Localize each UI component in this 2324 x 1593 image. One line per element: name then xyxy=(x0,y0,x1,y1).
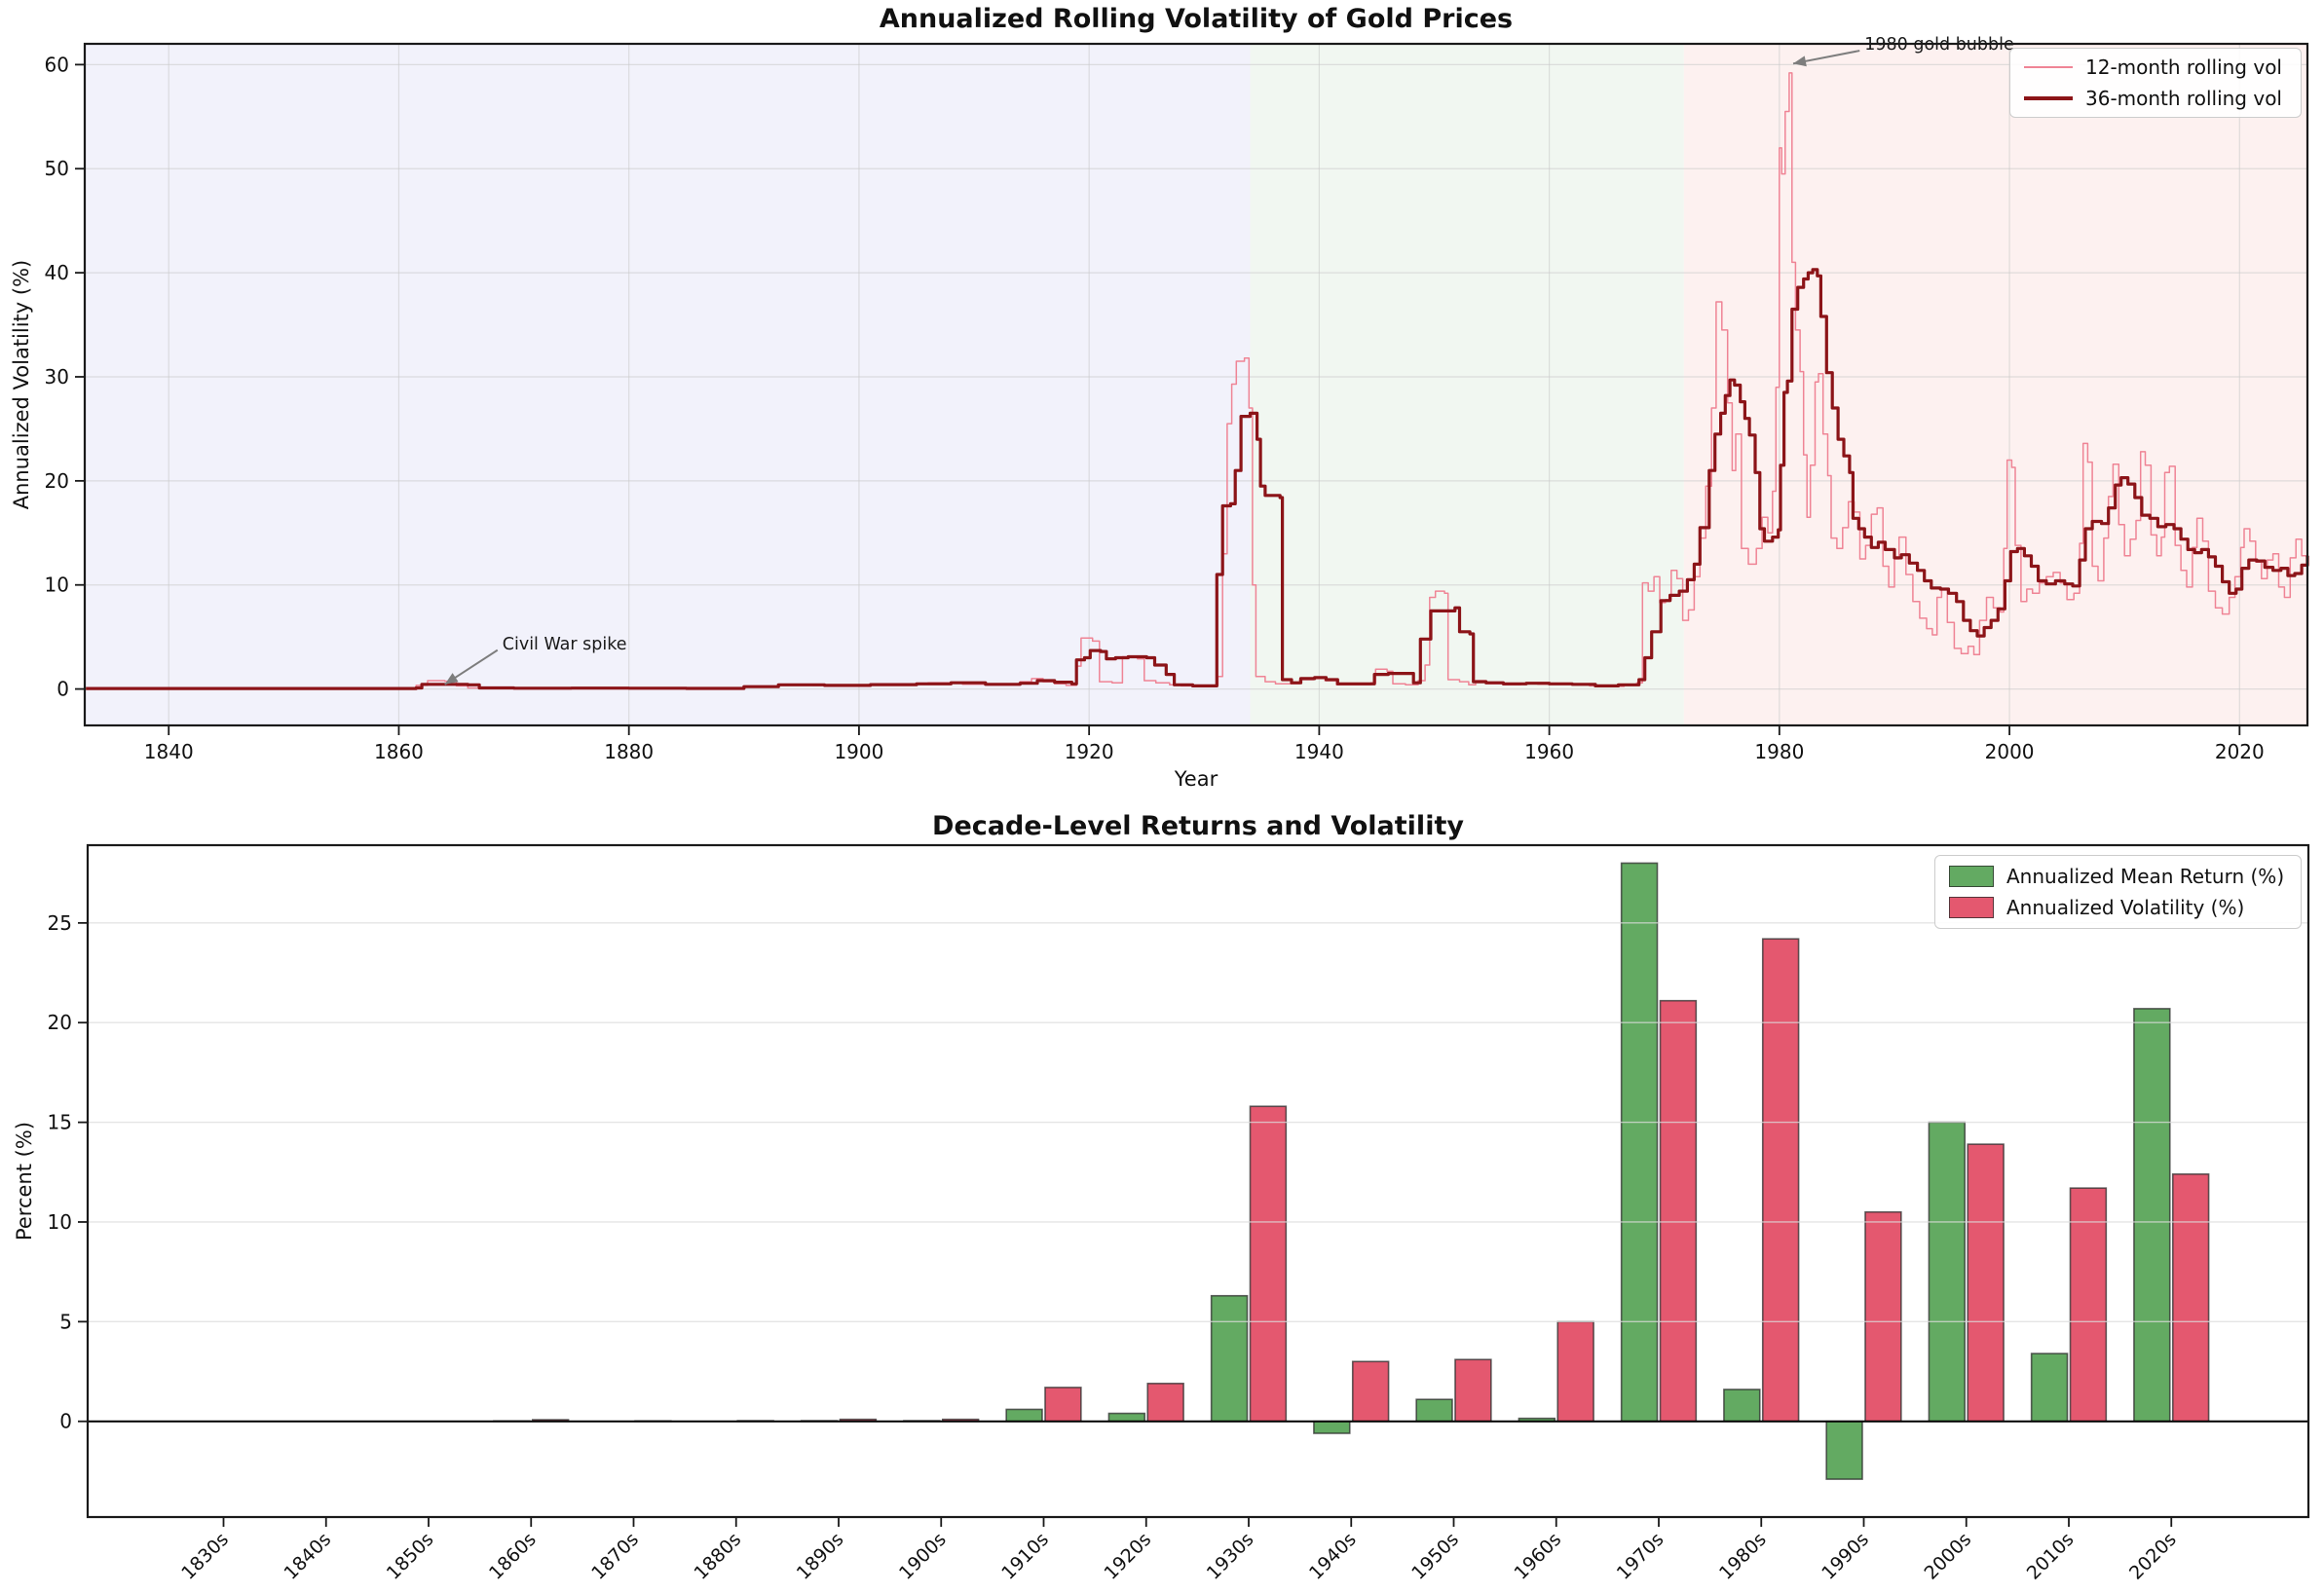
x-tick-label: 1960 xyxy=(1524,740,1574,763)
x-tick-label: 1920s xyxy=(1101,1529,1156,1584)
bar-volatility-1940s xyxy=(1351,1360,1390,1423)
y-tick-label: 0 xyxy=(56,678,69,701)
bar-return-1930s xyxy=(1210,1294,1249,1423)
x-tick-label: 1830s xyxy=(177,1529,233,1584)
swatch-mean-return-icon xyxy=(1949,866,1994,887)
x-tick-label: 1860 xyxy=(374,740,424,763)
bar-return-1910s xyxy=(1005,1408,1043,1423)
x-tick-label: 1930s xyxy=(1203,1529,1258,1584)
bottom-plot-spines xyxy=(86,843,2310,1519)
x-tick-label: 1890s xyxy=(793,1529,848,1584)
legend-item-36-month: 36-month rolling vol xyxy=(2024,87,2287,110)
x-tick-label: 1900 xyxy=(834,740,883,763)
bar-volatility-1950s xyxy=(1454,1358,1492,1423)
y-tick-label: 20 xyxy=(45,469,69,493)
bar-volatility-2000s xyxy=(1967,1143,2005,1423)
legend-label-volatility: Annualized Volatility (%) xyxy=(2006,896,2245,919)
x-tick-label: 1970s xyxy=(1613,1529,1668,1584)
bar-volatility-1910s xyxy=(1044,1387,1082,1423)
series-36-month-line xyxy=(86,268,2309,690)
y-tick-label: 25 xyxy=(48,911,72,935)
x-tick-label: 1850s xyxy=(383,1529,438,1584)
bar-return-2010s xyxy=(2030,1352,2069,1423)
swatch-volatility-icon xyxy=(1949,897,1994,918)
legend-label-12-month: 12-month rolling vol xyxy=(2085,56,2282,79)
bottom-chart-legend: Annualized Mean Return (%) Annualized Vo… xyxy=(1934,855,2302,929)
top-chart-xlabel: Year xyxy=(1174,767,1218,791)
y-tick-label: 10 xyxy=(48,1210,72,1234)
y-tick-label: 0 xyxy=(59,1410,72,1433)
era-band xyxy=(85,44,1251,725)
bar-volatility-2010s xyxy=(2069,1187,2108,1423)
bar-return-1970s xyxy=(1620,862,1659,1423)
x-tick-label: 1910s xyxy=(997,1529,1053,1584)
bar-return-2020s xyxy=(2133,1008,2171,1423)
y-tick-label: 30 xyxy=(45,365,69,389)
bar-volatility-1930s xyxy=(1249,1105,1288,1423)
bar-return-1990s xyxy=(1825,1420,1863,1480)
x-tick-label: 1920 xyxy=(1065,740,1114,763)
x-tick-label: 1880s xyxy=(691,1529,746,1584)
top-chart-ylabel: Annualized Volatility (%) xyxy=(10,259,33,510)
x-tick-label: 2010s xyxy=(2023,1529,2079,1584)
x-tick-label: 2020 xyxy=(2215,740,2265,763)
bar-volatility-2020s xyxy=(2171,1173,2210,1423)
y-tick-label: 20 xyxy=(48,1011,72,1034)
x-tick-label: 2000 xyxy=(1985,740,2035,763)
legend-item-12-month: 12-month rolling vol xyxy=(2024,56,2287,79)
bar-return-1980s xyxy=(1723,1389,1761,1423)
x-tick-label: 1940 xyxy=(1294,740,1344,763)
bar-return-2000s xyxy=(1928,1121,1967,1423)
era-band xyxy=(1683,44,2307,725)
line-sample-12-month-icon xyxy=(2024,66,2073,68)
x-tick-label: 2020s xyxy=(2125,1529,2181,1584)
line-sample-36-month-icon xyxy=(2024,96,2073,100)
top-plot-spines xyxy=(83,42,2309,727)
bar-volatility-1970s xyxy=(1659,999,1698,1423)
x-tick-label: 1960s xyxy=(1511,1529,1566,1584)
bar-volatility-1920s xyxy=(1146,1383,1184,1423)
annotation-civil-war-spike: Civil War spike xyxy=(502,634,627,654)
bar-volatility-1980s xyxy=(1761,938,1800,1423)
bottom-chart-title: Decade-Level Returns and Volatility xyxy=(932,811,1464,841)
bar-volatility-1960s xyxy=(1556,1320,1594,1423)
top-chart-title: Annualized Rolling Volatility of Gold Pr… xyxy=(879,4,1514,34)
legend-label-36-month: 36-month rolling vol xyxy=(2085,87,2282,110)
x-tick-label: 1980 xyxy=(1754,740,1804,763)
y-tick-label: 10 xyxy=(45,574,69,597)
x-tick-label: 1840s xyxy=(281,1529,336,1584)
annotation-arrowhead xyxy=(444,673,459,685)
y-tick-label: 40 xyxy=(45,261,69,284)
bottom-chart-ylabel: Percent (%) xyxy=(13,1121,36,1241)
x-tick-label: 1860s xyxy=(485,1529,541,1584)
x-tick-label: 1840 xyxy=(144,740,194,763)
era-band xyxy=(1250,44,1684,725)
x-tick-label: 1870s xyxy=(587,1529,643,1584)
legend-item-mean-return: Annualized Mean Return (%) xyxy=(1949,865,2287,888)
x-tick-label: 1940s xyxy=(1305,1529,1361,1584)
x-tick-label: 2000s xyxy=(1921,1529,1976,1584)
annotation-1980-gold-bubble: 1980 gold bubble xyxy=(1864,35,2014,56)
y-tick-label: 60 xyxy=(45,53,69,76)
x-tick-label: 1950s xyxy=(1407,1529,1463,1584)
bar-return-1950s xyxy=(1415,1398,1453,1423)
x-tick-label: 1880 xyxy=(604,740,654,763)
y-tick-label: 5 xyxy=(59,1310,72,1333)
x-tick-label: 1980s xyxy=(1715,1529,1771,1584)
bar-volatility-1990s xyxy=(1864,1210,1902,1423)
top-chart-legend: 12-month rolling vol 36-month rolling vo… xyxy=(2009,48,2302,118)
bar-return-1920s xyxy=(1107,1412,1146,1423)
x-tick-label: 1900s xyxy=(895,1529,951,1584)
bar-return-1940s xyxy=(1313,1420,1351,1434)
legend-label-mean-return: Annualized Mean Return (%) xyxy=(2006,865,2285,888)
x-tick-label: 1990s xyxy=(1818,1529,1873,1584)
legend-item-volatility: Annualized Volatility (%) xyxy=(1949,896,2287,919)
annotation-arrowhead xyxy=(1793,56,1807,67)
y-tick-label: 50 xyxy=(45,157,69,180)
y-tick-label: 15 xyxy=(48,1111,72,1134)
